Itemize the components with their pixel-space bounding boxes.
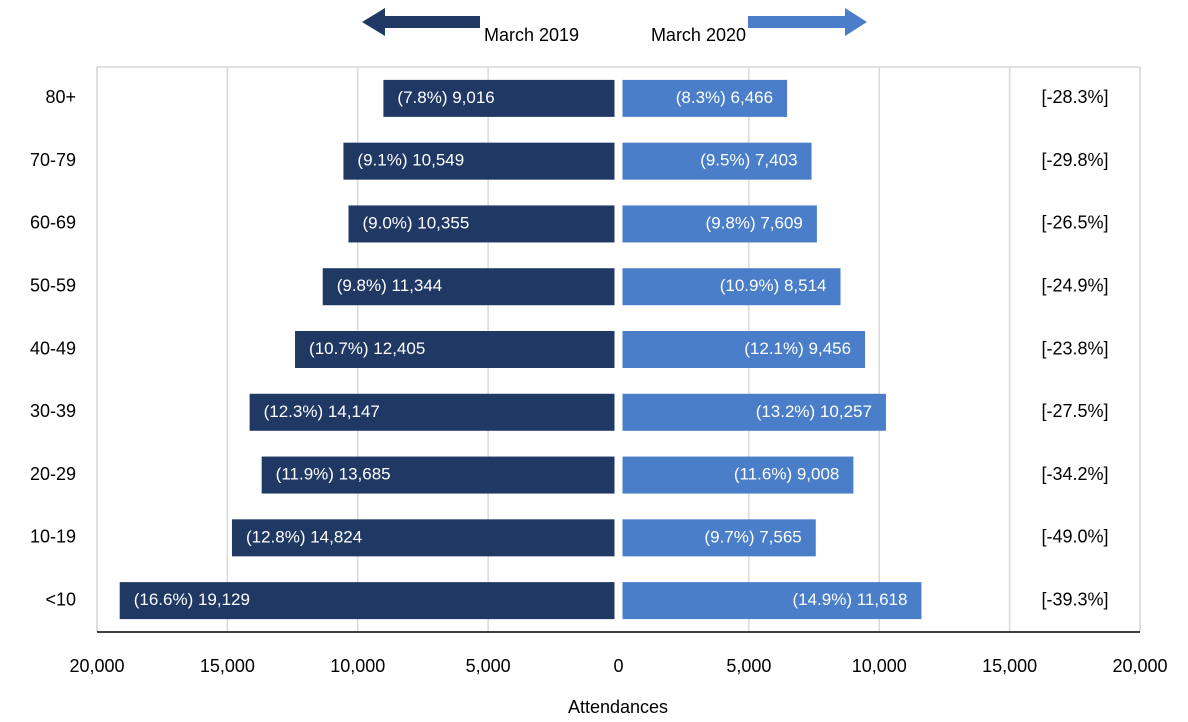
- bar: [622, 456, 854, 494]
- x-tick-label: 15,000: [200, 656, 255, 676]
- change-label: [-29.8%]: [1041, 150, 1108, 170]
- x-tick-label: 10,000: [852, 656, 907, 676]
- bar: [348, 205, 615, 243]
- bar: [343, 142, 615, 180]
- value-label: (8.3%) 6,466: [676, 88, 773, 107]
- value-label: (16.6%) 19,129: [134, 590, 250, 609]
- value-label: (12.1%) 9,456: [744, 339, 851, 358]
- legend-label: March 2019: [484, 25, 579, 45]
- value-label: (12.3%) 14,147: [264, 402, 380, 421]
- bar: [322, 268, 615, 306]
- y-tick-label: 40-49: [30, 338, 76, 358]
- bar: [622, 331, 866, 368]
- value-label: (11.9%) 13,685: [276, 465, 391, 484]
- y-tick-label: 50-59: [30, 275, 76, 295]
- y-tick-label: <10: [45, 589, 76, 609]
- bar: [249, 393, 615, 431]
- change-label: [-49.0%]: [1041, 527, 1108, 547]
- bar: [622, 205, 817, 243]
- y-tick-label: 60-69: [30, 213, 76, 233]
- bar: [119, 582, 615, 620]
- y-tick-label: 30-39: [30, 401, 76, 421]
- value-label: (9.7%) 7,565: [704, 527, 801, 546]
- change-label: [-27.5%]: [1041, 401, 1108, 421]
- bar: [261, 456, 615, 494]
- value-label: (9.1%) 10,549: [357, 151, 464, 170]
- legend-label: March 2020: [651, 25, 746, 45]
- change-label: [-24.9%]: [1041, 275, 1108, 295]
- value-label: (9.0%) 10,355: [362, 213, 469, 232]
- value-label: (14.9%) 11,618: [792, 590, 907, 609]
- bar: [231, 519, 615, 557]
- bar: [383, 79, 615, 117]
- bar: [295, 331, 615, 368]
- y-tick-label: 10-19: [30, 527, 76, 547]
- bar: [622, 79, 788, 117]
- x-tick-label: 10,000: [330, 656, 385, 676]
- value-label: (10.7%) 12,405: [309, 339, 425, 358]
- legend-marker: [362, 8, 480, 36]
- legend-marker: [748, 8, 867, 36]
- x-axis-label: Attendances: [568, 697, 668, 717]
- value-label: (13.2%) 10,257: [756, 402, 872, 421]
- y-tick-label: 20-29: [30, 464, 76, 484]
- change-label: [-28.3%]: [1041, 87, 1108, 107]
- y-tick-label: 70-79: [30, 150, 76, 170]
- change-label: [-39.3%]: [1041, 589, 1108, 609]
- value-label: (10.9%) 8,514: [720, 276, 827, 295]
- x-tick-label: 5,000: [466, 656, 511, 676]
- x-tick-label: 20,000: [69, 656, 124, 676]
- bar: [622, 582, 922, 620]
- x-tick-label: 0: [613, 656, 623, 676]
- y-tick-label: 80+: [45, 87, 76, 107]
- x-tick-label: 20,000: [1112, 656, 1167, 676]
- value-label: (9.5%) 7,403: [700, 151, 797, 170]
- bar: [622, 142, 812, 180]
- value-label: (11.6%) 9,008: [734, 465, 840, 484]
- value-label: (9.8%) 11,344: [337, 276, 443, 295]
- bar: [622, 268, 841, 306]
- value-label: (9.8%) 7,609: [706, 213, 803, 232]
- change-label: [-23.8%]: [1041, 338, 1108, 358]
- bar: [622, 393, 886, 431]
- x-tick-label: 15,000: [982, 656, 1037, 676]
- bar: [622, 519, 816, 557]
- x-tick-label: 5,000: [726, 656, 771, 676]
- change-label: [-34.2%]: [1041, 464, 1108, 484]
- value-label: (12.8%) 14,824: [246, 527, 362, 546]
- value-label: (7.8%) 9,016: [397, 88, 494, 107]
- change-label: [-26.5%]: [1041, 213, 1108, 233]
